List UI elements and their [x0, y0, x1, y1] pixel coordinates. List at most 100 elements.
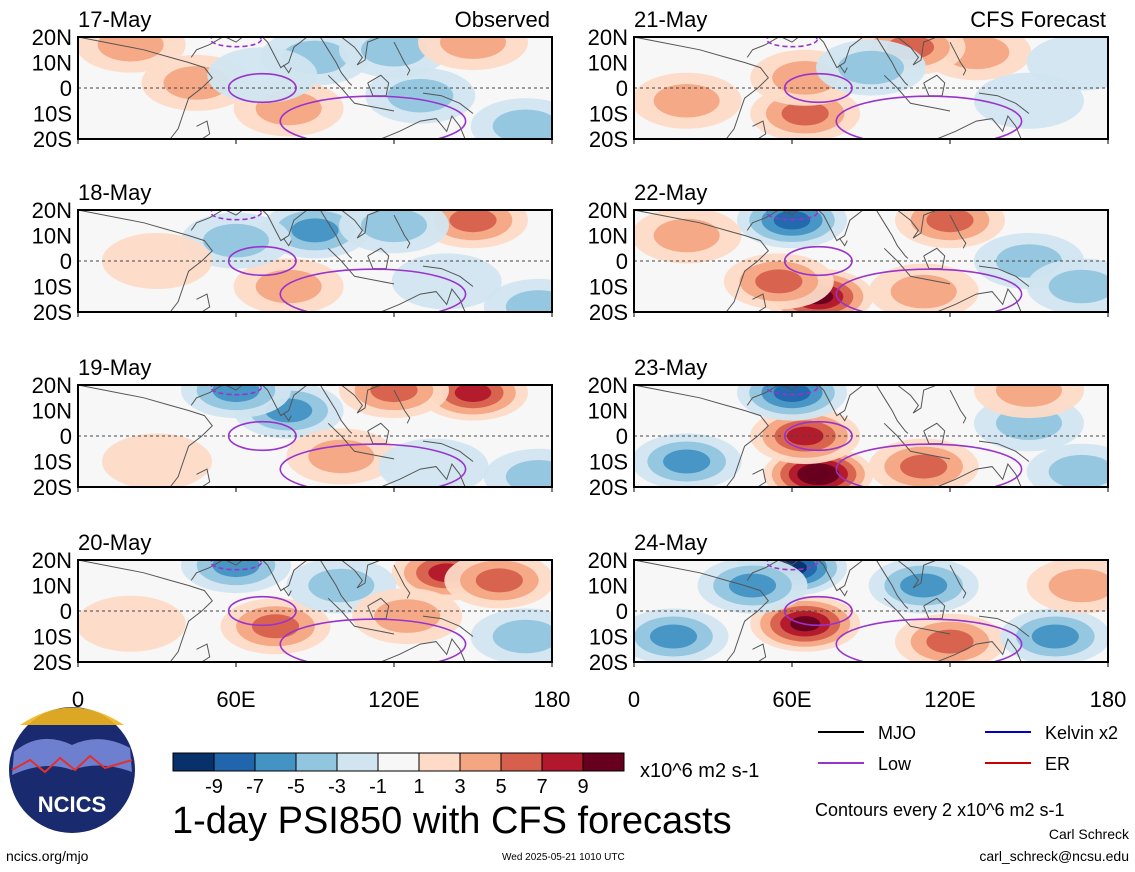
- colorbar-swatch: [459, 752, 502, 772]
- panel-date-label: 24-May: [634, 530, 707, 555]
- legend-label: Kelvin x2: [1045, 723, 1118, 743]
- y-tick-label: 20S: [589, 475, 628, 500]
- anomaly-cell: [97, 37, 164, 62]
- anomaly-cell: [996, 385, 1062, 407]
- y-tick-label: 20S: [589, 650, 628, 675]
- coastline: [282, 237, 292, 247]
- y-tick-label: 10S: [33, 450, 72, 475]
- anomaly-cell: [1048, 269, 1108, 304]
- y-tick-label: 10N: [32, 51, 72, 76]
- x-tick-label: 180: [1090, 687, 1127, 712]
- colorbar-swatch: [213, 752, 256, 772]
- x-tick-label: 120E: [368, 687, 419, 712]
- author-email[interactable]: carl_schreck@ncsu.edu: [979, 848, 1129, 864]
- y-tick-label: 10S: [33, 625, 72, 650]
- y-tick-label: 20S: [589, 300, 628, 325]
- coastline: [752, 643, 767, 662]
- y-tick-label: 10N: [588, 399, 628, 424]
- coastline: [393, 389, 411, 424]
- coastline: [380, 114, 466, 139]
- panel-date-label: 23-May: [634, 355, 707, 380]
- coastline: [875, 385, 909, 434]
- y-tick-label: 0: [60, 249, 72, 274]
- anomaly-cell: [900, 573, 948, 598]
- y-tick-label: 20N: [588, 548, 628, 573]
- low-contour: [835, 443, 1023, 487]
- coastline: [319, 37, 353, 86]
- coastline: [949, 41, 967, 76]
- coastline: [422, 92, 474, 114]
- anomaly-cell: [1031, 624, 1079, 649]
- y-tick-label: 20N: [32, 25, 72, 50]
- site-link[interactable]: ncics.org/mjo: [6, 848, 89, 864]
- anomaly-cell: [1048, 568, 1108, 603]
- anomaly-cell: [653, 83, 720, 118]
- coastline: [875, 560, 909, 609]
- coastline: [340, 210, 381, 239]
- coastline: [746, 560, 780, 581]
- coastline: [817, 37, 864, 69]
- coastline: [896, 37, 937, 66]
- logo-text: NCICS: [38, 792, 106, 817]
- contour-note: Contours every 2 x10^6 m2 s-1: [815, 800, 1065, 820]
- coastline: [190, 210, 224, 231]
- y-tick-label: 10S: [33, 102, 72, 127]
- y-tick-label: 20S: [33, 127, 72, 152]
- coastline: [225, 37, 244, 43]
- coastline: [78, 37, 213, 139]
- coastline: [282, 412, 292, 422]
- coastline: [883, 422, 951, 460]
- legend-label: ER: [1045, 754, 1070, 774]
- anomaly-cell: [212, 560, 260, 578]
- coastline: [883, 247, 951, 285]
- low-contour: [783, 595, 853, 627]
- colorbar: -9 -7 -5 -3 -1 1 3 5 7 9: [172, 752, 625, 798]
- panel-date-label: 20-May: [78, 530, 151, 555]
- y-tick-label: 20S: [589, 127, 628, 152]
- y-tick-label: 20S: [33, 300, 72, 325]
- anomaly-cell: [805, 467, 832, 481]
- y-tick-label: 0: [616, 76, 628, 101]
- panel-date-label: 22-May: [634, 180, 707, 205]
- x-tick-label: 120E: [924, 687, 975, 712]
- y-tick-label: 10N: [32, 224, 72, 249]
- low-contour: [227, 72, 297, 104]
- coastline: [817, 560, 864, 592]
- coastline: [190, 560, 224, 581]
- colorbar-tick-label: -3: [328, 776, 346, 798]
- y-tick-label: 20N: [588, 25, 628, 50]
- anomaly-cell: [475, 568, 523, 593]
- y-tick-label: 10S: [33, 275, 72, 300]
- x-axis-labels: 0 60E 120E 180 0 60E 120E 180: [72, 687, 1126, 712]
- anomaly-cell: [773, 385, 811, 402]
- coastline: [327, 247, 395, 285]
- colorbar-swatch: [418, 752, 461, 772]
- coastline: [949, 214, 967, 249]
- coastline: [78, 210, 213, 312]
- low-contour: [765, 385, 819, 396]
- logo-line: [11, 754, 133, 774]
- anomaly-cell: [387, 78, 454, 113]
- coastline: [817, 210, 864, 242]
- coastline: [752, 293, 767, 312]
- coastline: [367, 74, 390, 97]
- anomaly-cell: [781, 101, 829, 126]
- low-contour: [279, 268, 467, 312]
- y-tick-label: 10N: [32, 399, 72, 424]
- anomaly-cell: [391, 253, 502, 310]
- coastline: [367, 247, 390, 270]
- coastline: [817, 385, 864, 417]
- y-tick-label: 0: [60, 424, 72, 449]
- panel-grid: 17-May Observed20N10N010S20S18-May20N10N0…: [32, 7, 1109, 675]
- y-tick-label: 20S: [33, 475, 72, 500]
- colorbar-swatch: [172, 752, 215, 772]
- coastline: [196, 293, 211, 312]
- ncics-logo: NCICS: [9, 707, 135, 833]
- anomaly-cell: [291, 218, 339, 243]
- coastline: [282, 587, 292, 597]
- coastline: [923, 597, 946, 620]
- coastline: [380, 637, 466, 662]
